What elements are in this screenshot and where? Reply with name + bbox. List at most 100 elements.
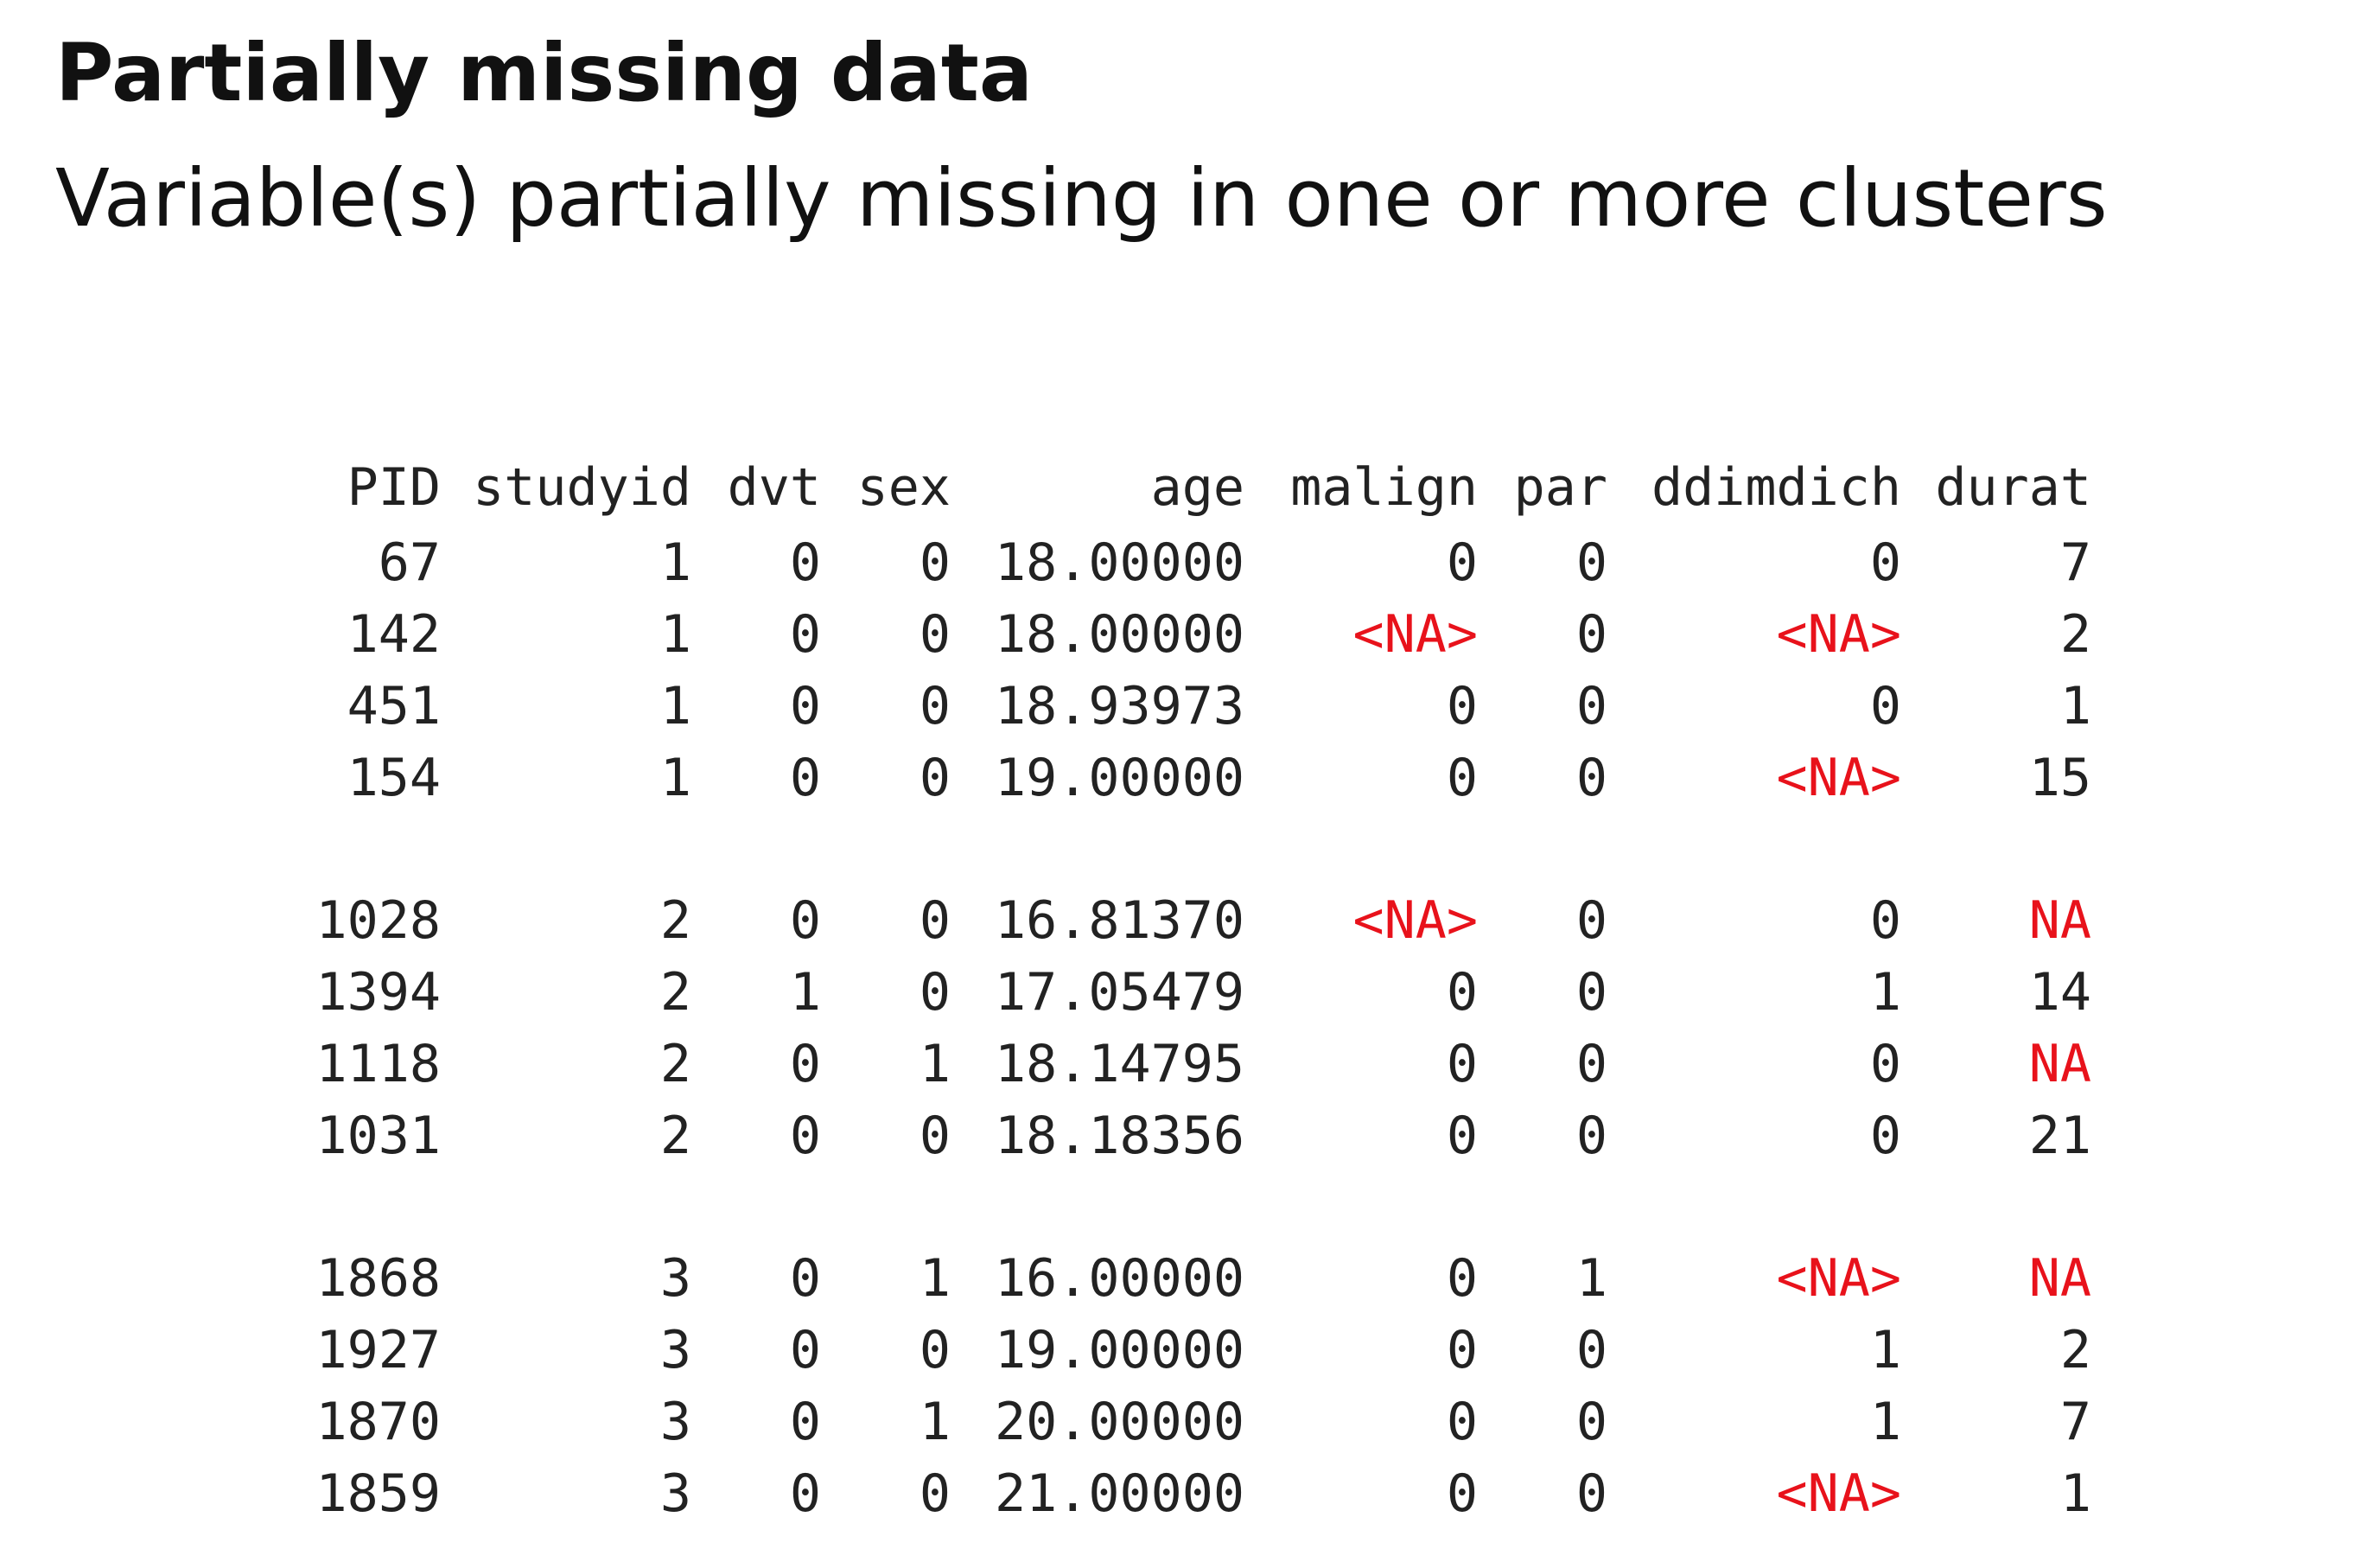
group-separator xyxy=(311,1172,2091,1243)
cell-pid: 1028 xyxy=(315,890,442,951)
cell-ddimdich: <NA> xyxy=(1776,748,1902,808)
cell-pid: 67 xyxy=(378,532,441,593)
cell-par: 0 xyxy=(1575,532,1607,593)
cell-studyid: 3 xyxy=(659,1463,691,1524)
col-header-par: par xyxy=(1513,457,1607,518)
cell-malign: 0 xyxy=(1446,1106,1478,1166)
cell-studyid: 1 xyxy=(659,604,691,665)
table-row: 67 1 0 0 18.00000 0 0 0 7 xyxy=(311,527,2091,599)
cell-pid: 1859 xyxy=(315,1463,442,1524)
cell-durat: NA xyxy=(2028,890,2091,951)
cell-age: 19.00000 xyxy=(995,748,1244,808)
cell-par: 0 xyxy=(1575,1034,1607,1094)
cell-age: 18.00000 xyxy=(995,604,1244,665)
table-row: 154 1 0 0 19.00000 0 0 <NA> 15 xyxy=(311,743,2091,814)
cell-dvt: 0 xyxy=(789,1463,821,1524)
cell-malign: 0 xyxy=(1446,532,1478,593)
cell-pid: 142 xyxy=(347,604,441,665)
cell-age: 19.00000 xyxy=(995,1320,1244,1380)
cell-age: 18.00000 xyxy=(995,532,1244,593)
cell-pid: 154 xyxy=(347,748,441,808)
cell-malign: 0 xyxy=(1446,1248,1478,1309)
cell-dvt: 0 xyxy=(789,1392,821,1452)
cell-dvt: 0 xyxy=(789,1106,821,1166)
cell-studyid: 1 xyxy=(659,748,691,808)
cell-studyid: 2 xyxy=(659,1106,691,1166)
cell-studyid: 2 xyxy=(659,890,691,951)
group-separator-cell xyxy=(311,814,2091,885)
cell-durat: 1 xyxy=(2059,1463,2091,1524)
cell-sex: 0 xyxy=(919,676,951,736)
cell-malign: 0 xyxy=(1446,962,1478,1023)
cell-malign: 0 xyxy=(1446,1034,1478,1094)
cell-ddimdich: 1 xyxy=(1869,1392,1901,1452)
cell-ddimdich: 1 xyxy=(1869,962,1901,1023)
cell-sex: 0 xyxy=(919,604,951,665)
cell-durat: 2 xyxy=(2059,604,2091,665)
group-separator-cell xyxy=(311,1172,2091,1243)
cell-sex: 0 xyxy=(919,1106,951,1166)
col-header-ddimdich: ddimdich xyxy=(1651,457,1901,518)
cell-malign: 0 xyxy=(1446,1392,1478,1452)
cell-age: 16.00000 xyxy=(995,1248,1244,1309)
table-row: 142 1 0 0 18.00000 <NA> 0 <NA> 2 xyxy=(311,599,2091,671)
cell-studyid: 2 xyxy=(659,962,691,1023)
cell-pid: 1927 xyxy=(315,1320,442,1380)
cell-studyid: 3 xyxy=(659,1392,691,1452)
table-row: 1868 3 0 1 16.00000 0 1 <NA> NA xyxy=(311,1243,2092,1315)
cell-malign: 0 xyxy=(1446,676,1478,736)
cell-studyid: 1 xyxy=(659,676,691,736)
cell-ddimdich: <NA> xyxy=(1776,604,1902,665)
cell-par: 0 xyxy=(1575,604,1607,665)
table-row: 451 1 0 0 18.93973 0 0 0 1 xyxy=(311,671,2091,743)
cell-par: 0 xyxy=(1575,890,1607,951)
slide-subtitle: Variable(s) partially missing in one or … xyxy=(55,152,2108,245)
cell-age: 21.00000 xyxy=(995,1463,1244,1524)
cell-pid: 1394 xyxy=(315,962,442,1023)
cell-age: 20.00000 xyxy=(995,1392,1244,1452)
cell-age: 16.81370 xyxy=(995,890,1244,951)
cell-sex: 1 xyxy=(919,1034,951,1094)
cell-par: 0 xyxy=(1575,1320,1607,1380)
cell-age: 18.93973 xyxy=(995,676,1244,736)
table-body: 67 1 0 0 18.00000 0 0 0 7 142 1 0 0 18.00000 <NA> 0 <NA>… xyxy=(311,527,2092,1530)
cell-durat: 7 xyxy=(2059,1392,2091,1452)
cell-studyid: 3 xyxy=(659,1320,691,1380)
table-row: 1394 2 1 0 17.05479 0 0 1 14 xyxy=(311,957,2092,1029)
cell-par: 0 xyxy=(1575,962,1607,1023)
cell-dvt: 0 xyxy=(789,1320,821,1380)
table-row: 1859 3 0 0 21.00000 0 0 <NA> 1 xyxy=(311,1458,2092,1530)
table-row: 1927 3 0 0 19.00000 0 0 1 2 xyxy=(311,1315,2092,1386)
cell-sex: 1 xyxy=(919,1392,951,1452)
cell-dvt: 0 xyxy=(789,1248,821,1309)
cell-dvt: 0 xyxy=(789,1034,821,1094)
cell-durat: NA xyxy=(2028,1248,2091,1309)
cell-ddimdich: 0 xyxy=(1869,532,1901,593)
data-table: PID studyid dvt sex age malign par ddimd… xyxy=(311,448,2092,1530)
col-header-durat: durat xyxy=(1935,457,2091,518)
cell-durat: NA xyxy=(2028,1034,2091,1094)
cell-pid: 1031 xyxy=(315,1106,442,1166)
cell-malign: 0 xyxy=(1446,1320,1478,1380)
cell-sex: 0 xyxy=(919,1320,951,1380)
cell-par: 0 xyxy=(1575,676,1607,736)
cell-ddimdich: <NA> xyxy=(1776,1248,1902,1309)
table-row: 1870 3 0 1 20.00000 0 0 1 7 xyxy=(311,1386,2092,1458)
cell-durat: 14 xyxy=(2028,962,2091,1023)
cell-ddimdich: 0 xyxy=(1869,890,1901,951)
cell-dvt: 0 xyxy=(789,604,821,665)
cell-sex: 0 xyxy=(919,1463,951,1524)
cell-ddimdich: 0 xyxy=(1869,1034,1901,1094)
cell-age: 17.05479 xyxy=(995,962,1244,1023)
cell-durat: 21 xyxy=(2028,1106,2091,1166)
cell-par: 0 xyxy=(1575,748,1607,808)
col-header-age: age xyxy=(1150,457,1244,518)
header-row: PID studyid dvt sex age malign par ddimd… xyxy=(311,448,2091,527)
cell-pid: 1118 xyxy=(315,1034,442,1094)
cell-sex: 0 xyxy=(919,748,951,808)
cell-par: 0 xyxy=(1575,1392,1607,1452)
slide-title: Partially missing data xyxy=(55,27,1033,119)
cell-dvt: 0 xyxy=(789,890,821,951)
cell-malign: <NA> xyxy=(1352,604,1479,665)
cell-sex: 1 xyxy=(919,1248,951,1309)
